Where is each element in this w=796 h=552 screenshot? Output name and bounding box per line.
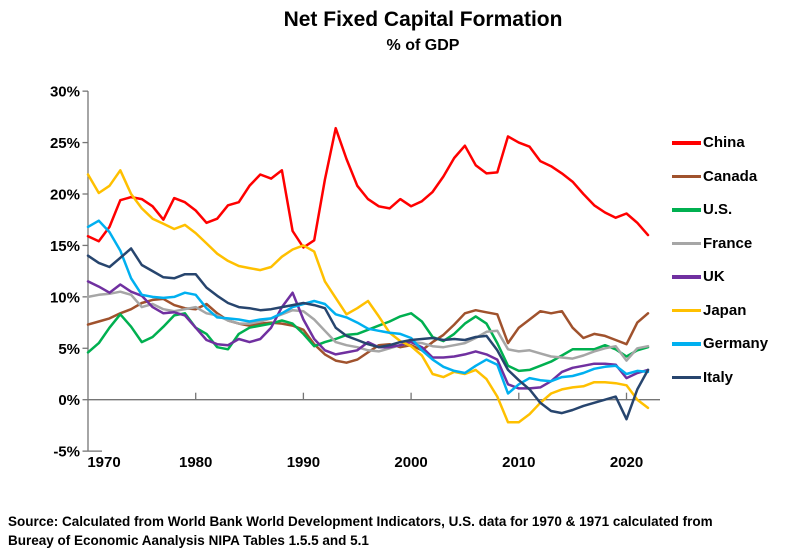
y-tick-label: 10% [50,289,80,306]
y-tick-label: 0% [58,392,80,409]
chart-legend: China Canada U.S. France UK Japan Germany Italy [672,126,768,394]
legend-label-china: China [703,134,745,152]
legend-swatch-france [672,241,701,245]
legend-label-france: France [703,234,753,252]
series-line-germany [86,219,650,395]
series-line-canada [86,297,650,364]
series-line-italy [86,247,650,421]
x-tick-label: 1980 [179,454,212,471]
legend-label-japan: Japan [703,301,747,319]
series-line-china [86,126,650,249]
chart-subtitle: % of GDP [386,37,460,54]
y-tick-label: -5% [53,444,80,461]
x-tick-label: 2020 [610,454,643,471]
legend-swatch-germany [672,342,701,346]
legend-label-italy: Italy [703,368,734,386]
chart-plot: 30% 25% 20% 15% 10% 5% 0% -5% 1970 1980 1990 2000 20… [50,84,660,471]
y-tick-label: 20% [50,187,80,204]
source-line-2: Bureay of Economic Aanalysis NIPA Tables… [8,533,369,548]
y-tick-label: 25% [50,135,80,152]
y-tick-label: 5% [58,341,80,358]
series-line-france [86,290,650,362]
y-tick-label: 30% [50,84,80,101]
x-tick-label: 1970 [87,454,120,471]
chart-title: Net Fixed Capital Formation [283,8,563,31]
y-tick-label: 15% [50,238,80,255]
legend-item-italy: Italy [672,361,768,395]
series-line-japan [86,169,650,424]
x-tick-label: 1990 [287,454,320,471]
x-tick-label: 2000 [394,454,427,471]
legend-label-us: U.S. [703,201,733,219]
legend-item-canada: Canada [672,160,768,194]
legend-item-us: U.S. [672,193,768,227]
legend-label-canada: Canada [703,167,758,185]
legend-item-uk: UK [672,260,768,294]
legend-swatch-us [672,208,701,212]
legend-label-germany: Germany [703,335,769,353]
legend-item-china: China [672,126,768,160]
series-line-uk [86,280,650,390]
legend-label-uk: UK [703,268,725,286]
legend-swatch-china [672,141,701,145]
legend-item-japan: Japan [672,294,768,328]
source-note: Source: Calculated from World Bank World… [8,512,792,550]
legend-item-france: France [672,227,768,261]
x-tick-label: 2010 [502,454,535,471]
legend-item-germany: Germany [672,327,768,361]
legend-swatch-canada [672,174,701,178]
legend-swatch-japan [672,308,701,312]
legend-swatch-italy [672,375,701,379]
source-line-1: Source: Calculated from World Bank World… [8,514,713,529]
legend-swatch-uk [672,275,701,279]
